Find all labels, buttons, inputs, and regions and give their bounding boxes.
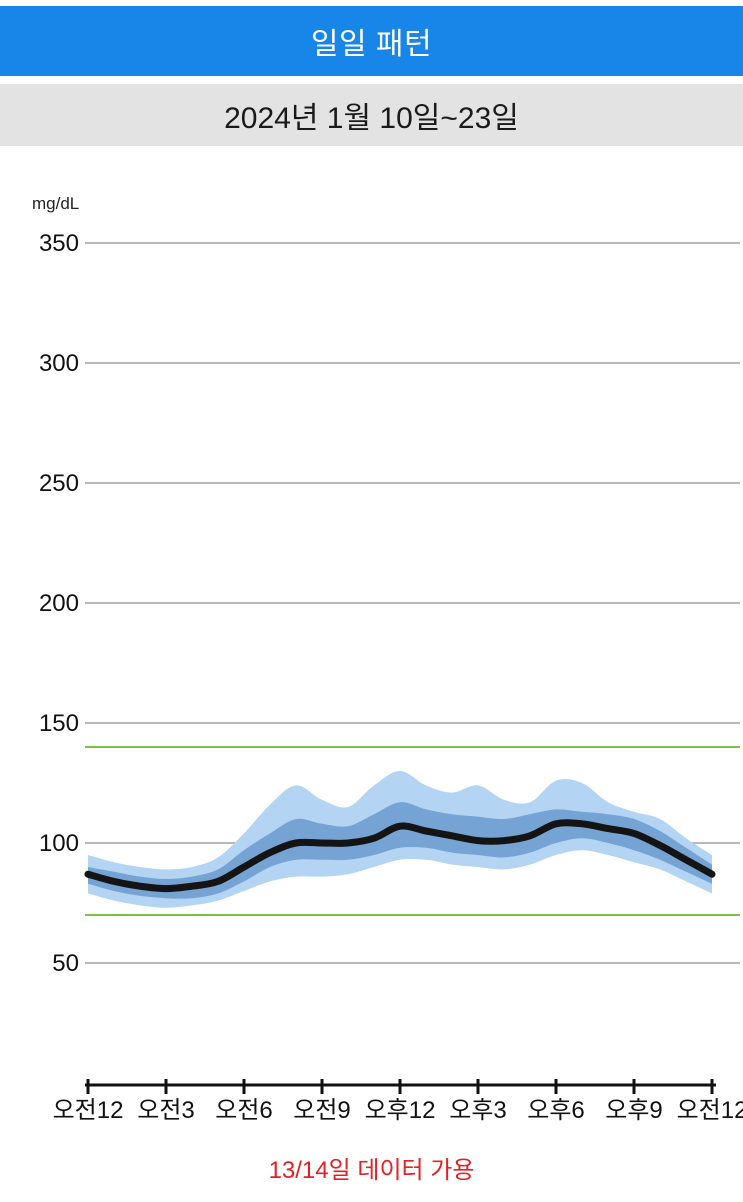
svg-text:오전3: 오전3 [137,1097,195,1124]
svg-text:오전12: 오전12 [53,1097,124,1124]
svg-text:오후9: 오후9 [605,1097,663,1124]
y-gridlines [85,242,740,964]
svg-text:100: 100 [39,830,79,857]
y-axis-unit-label: mg/dL [32,194,80,213]
target-range-lines [85,746,740,916]
median-line [84,819,716,893]
svg-text:200: 200 [39,590,79,617]
x-axis: 오전12 오전3 오전6 오전9 오후12 오후3 오후6 오후9 오전12 [53,1079,743,1124]
svg-text:오전12: 오전12 [677,1097,743,1124]
data-availability-note: 13/14일 데이터 가용 [268,1157,475,1184]
svg-text:오후12: 오후12 [365,1097,436,1124]
svg-text:오후6: 오후6 [527,1097,585,1124]
app-header: 일일 패턴 [0,6,743,76]
svg-text:50: 50 [52,950,79,977]
date-range-label: 2024년 1월 10일~23일 [224,102,519,135]
svg-text:오후3: 오후3 [449,1097,507,1124]
svg-text:오전9: 오전9 [293,1097,351,1124]
date-range-bar: 2024년 1월 10일~23일 [0,84,743,146]
svg-text:300: 300 [39,350,79,377]
svg-text:350: 350 [39,230,79,257]
y-axis-labels: 350 300 250 200 150 100 50 [39,230,79,977]
svg-text:오전6: 오전6 [215,1097,273,1124]
svg-text:250: 250 [39,470,79,497]
svg-text:150: 150 [39,710,79,737]
page-title: 일일 패턴 [310,28,433,61]
